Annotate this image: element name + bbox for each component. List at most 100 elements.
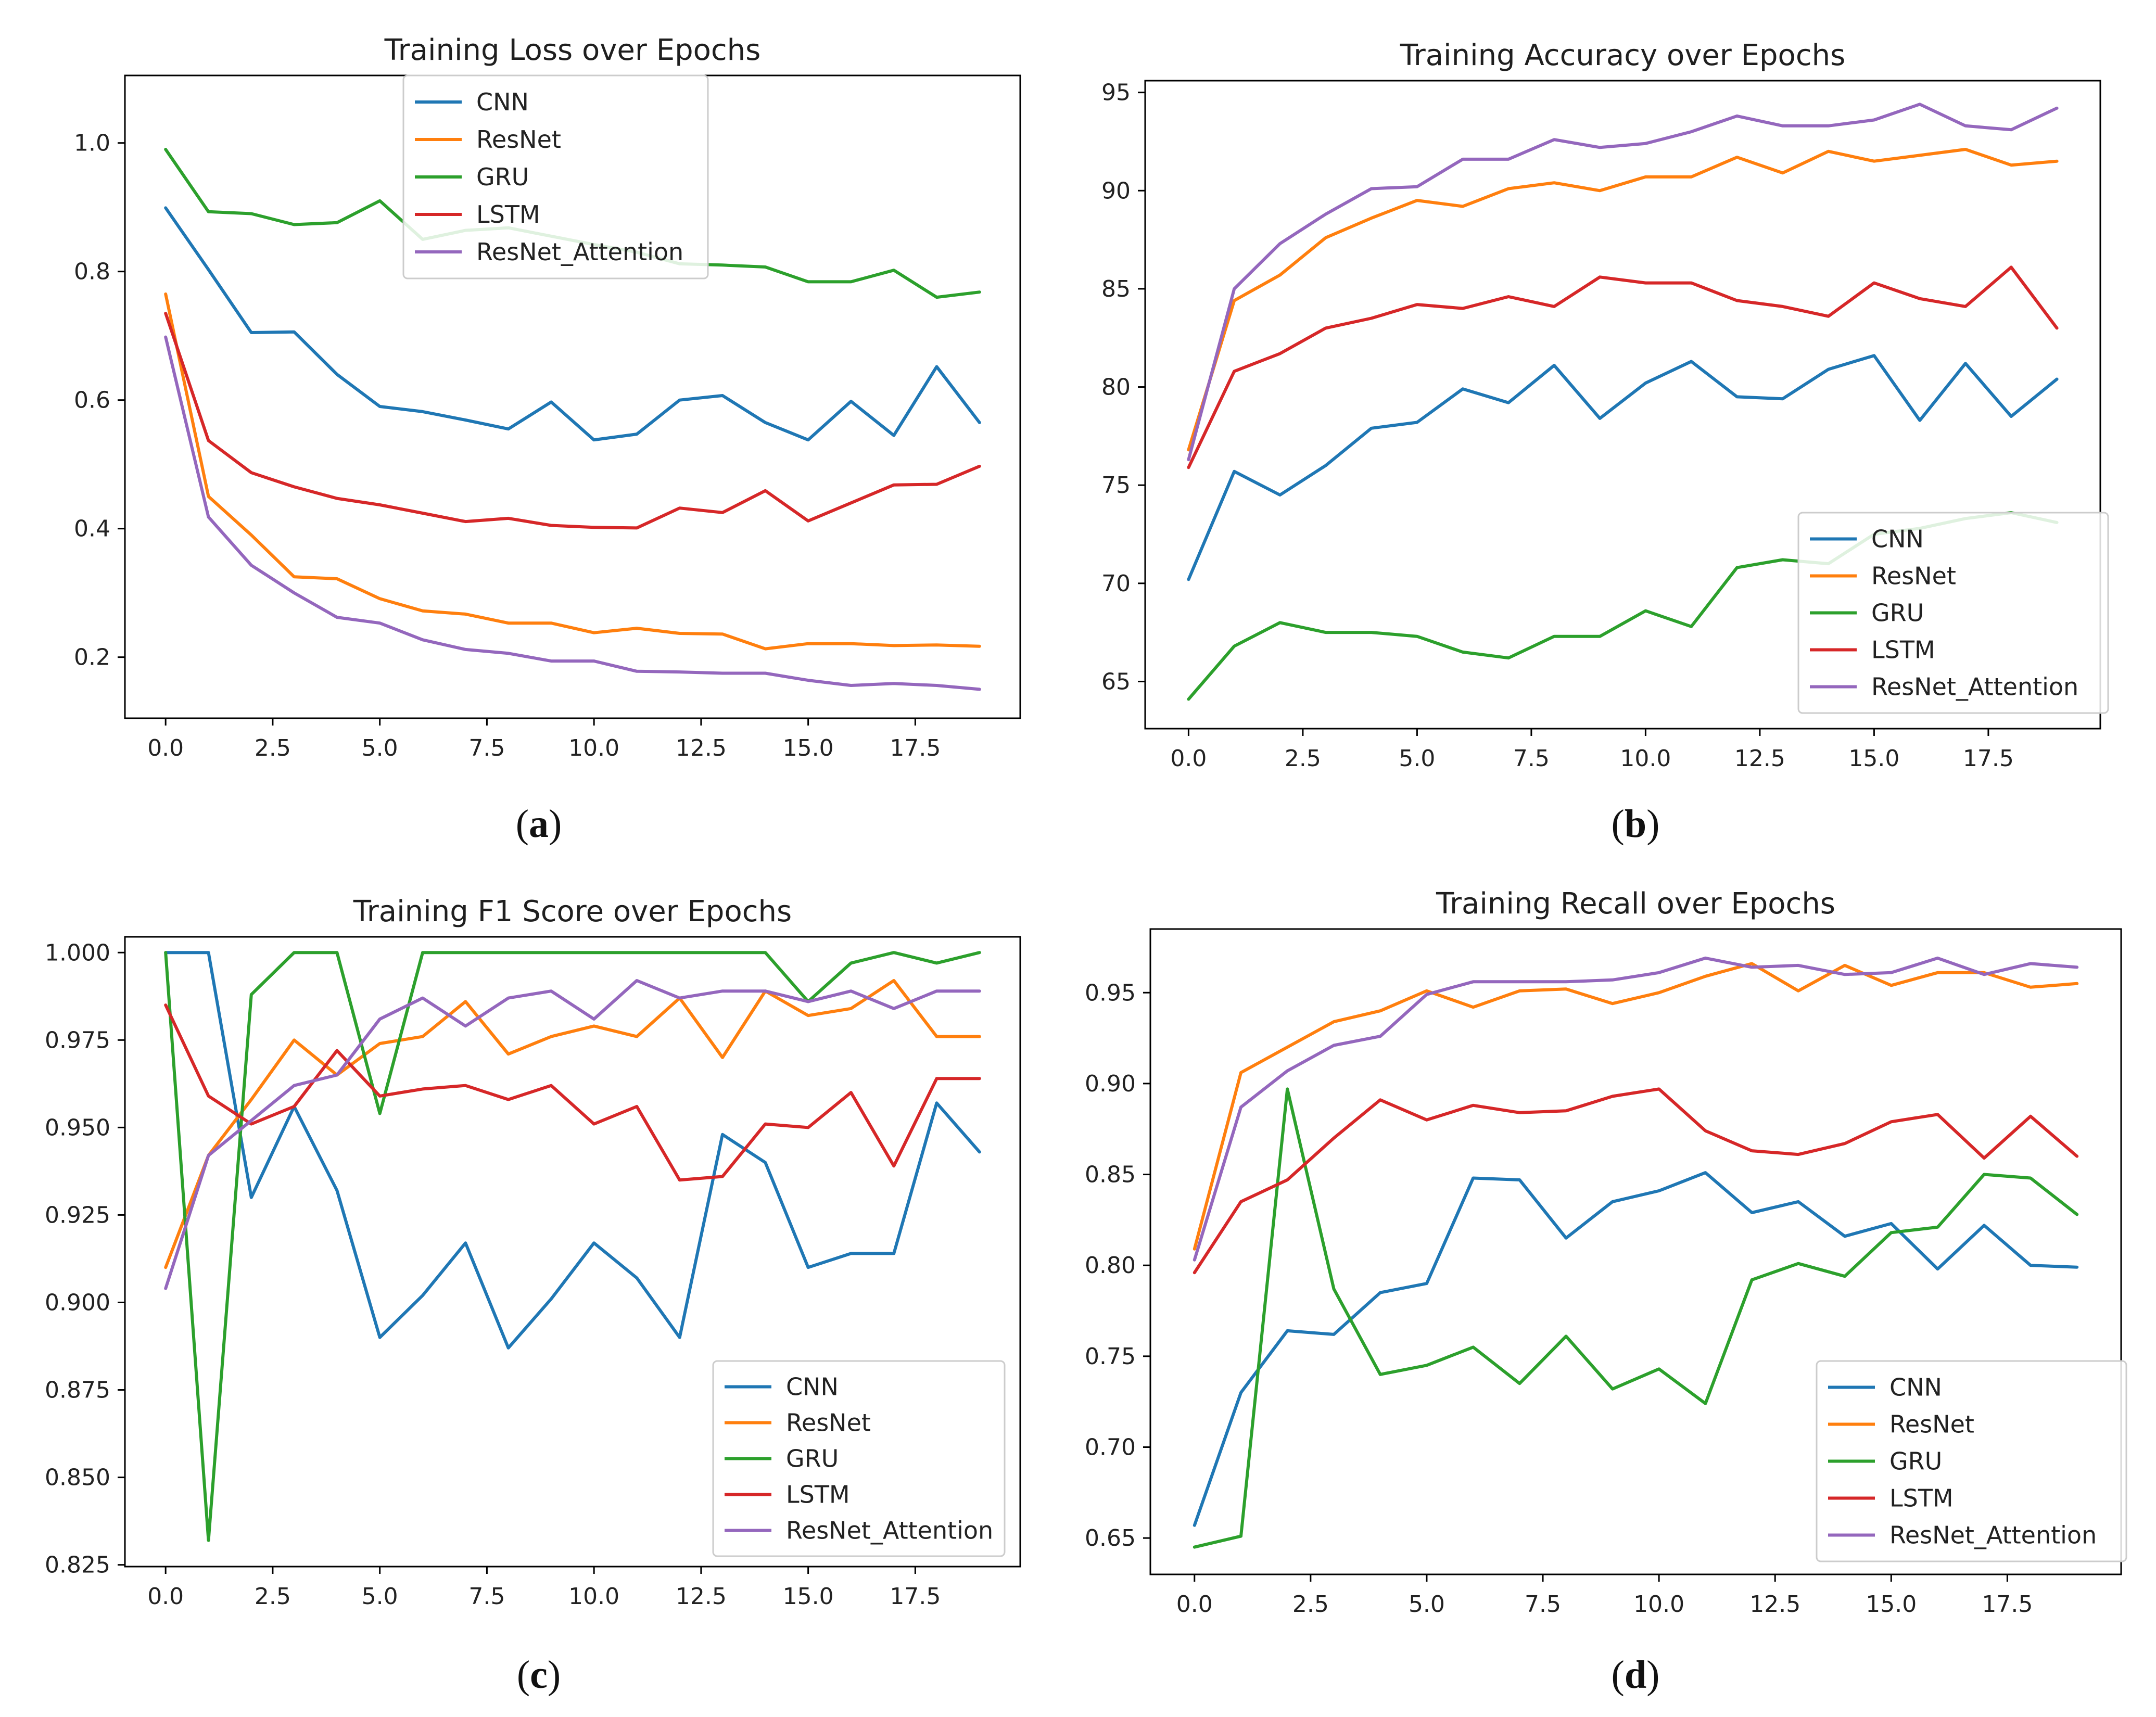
- chart-d-y-tick-label: 0.95: [1085, 980, 1136, 1006]
- chart-a-series-line-lstm: [164, 312, 981, 530]
- chart-d-series-line-cnn: [1193, 1171, 2079, 1527]
- caption-b: (b): [1611, 802, 1660, 846]
- chart-a-x-tick-label: 5.0: [362, 735, 398, 761]
- chart-a-x-tick-label: 12.5: [676, 735, 727, 761]
- chart-c-title: Training F1 Score over Epochs: [353, 895, 792, 929]
- chart-a-x-tick-label: 10.0: [568, 735, 619, 761]
- chart-d-x-tick-label: 7.5: [1525, 1591, 1561, 1618]
- chart-b-legend-label: GRU: [1871, 599, 1924, 627]
- chart-d-y-tick-label: 0.80: [1085, 1252, 1136, 1279]
- chart-c-legend-label: ResNet_Attention: [786, 1517, 993, 1545]
- chart-a-series-line-resnet: [164, 292, 981, 651]
- chart-c-legend-label: CNN: [786, 1373, 839, 1401]
- chart-b-x-tick-label: 7.5: [1513, 745, 1550, 772]
- chart-a-x-tick-label: 0.0: [147, 735, 184, 761]
- chart-b-series-line-resnet: [1187, 148, 2059, 452]
- chart-a-legend-label: ResNet: [476, 125, 561, 154]
- chart-d-legend-label: ResNet: [1889, 1410, 1974, 1439]
- chart-a-y-tick-label: 0.2: [74, 644, 110, 671]
- chart-b-y-tick-label: 95: [1101, 80, 1131, 106]
- chart-b-y-tick-label: 65: [1101, 668, 1131, 695]
- chart-panel-d: Training Recall over Epochs 0.0 2.5 5.0 7.5 1…: [1078, 859, 2156, 1717]
- chart-c-x-tick-label: 17.5: [890, 1583, 941, 1610]
- chart-b-x-tick-label: 17.5: [1963, 745, 2014, 772]
- chart-b-svg: Training Accuracy over Epochs 0.0 2.5 5.0 7.…: [1101, 39, 2109, 772]
- chart-d-y-tick-label: 0.75: [1085, 1343, 1136, 1370]
- chart-a-x-tick-label: 17.5: [890, 735, 941, 761]
- chart-c-x-tick-label: 2.5: [255, 1583, 291, 1610]
- caption-a: (a): [515, 802, 562, 846]
- chart-c-y-tick-label: 0.825: [45, 1552, 110, 1579]
- chart-c-series-line-cnn: [164, 951, 981, 1350]
- chart-d-x-tick-label: 10.0: [1633, 1591, 1684, 1618]
- chart-a-legend: [402, 74, 709, 279]
- chart-b-series-line-cnn: [1187, 354, 2059, 581]
- chart-d-legend: [1816, 1360, 2127, 1562]
- chart-c-x-tick-label: 15.0: [783, 1583, 834, 1610]
- chart-c-y-tick-label: 0.925: [45, 1202, 110, 1228]
- chart-panel-c: Training F1 Score over Epochs 0.0 2.5 5.0 7.…: [0, 859, 1078, 1717]
- chart-c-svg: Training F1 Score over Epochs 0.0 2.5 5.0 7.…: [45, 895, 1021, 1610]
- chart-c-legend-label: LSTM: [786, 1481, 850, 1509]
- chart-panel-a: Training Loss over Epochs 0.0 2.5 5.0 7.5 10.…: [0, 0, 1078, 804]
- chart-b-y-tick-label: 70: [1101, 570, 1131, 597]
- chart-b-y-tick-label: 90: [1101, 177, 1131, 204]
- chart-d-x-tick-label: 17.5: [1982, 1591, 2033, 1618]
- chart-a-y-tick-label: 1.0: [74, 130, 110, 157]
- chart-b-series-line-resnet-attention: [1187, 103, 2059, 462]
- chart-c-x-tick-label: 5.0: [362, 1583, 398, 1610]
- chart-d-x-tick-label: 0.0: [1176, 1591, 1213, 1618]
- chart-a-x-tick-label: 2.5: [255, 735, 291, 761]
- chart-d-x-tick-label: 12.5: [1749, 1591, 1800, 1618]
- chart-c-y-tick-label: 0.975: [45, 1027, 110, 1053]
- chart-d-series-line-resnet: [1193, 962, 2079, 1251]
- chart-b-x-tick-label: 15.0: [1848, 745, 1899, 772]
- chart-a-series-line-resnet-attention: [164, 335, 981, 691]
- chart-d-series-line-lstm: [1193, 1087, 2079, 1275]
- chart-panel-b: Training Accuracy over Epochs 0.0 2.5 5.0 7.…: [1078, 0, 2156, 804]
- chart-d-legend-label: LSTM: [1889, 1484, 1954, 1512]
- chart-d-y-tick-label: 0.65: [1085, 1525, 1136, 1551]
- chart-d-y-tick-label: 0.85: [1085, 1162, 1136, 1188]
- chart-b-y-tick-label: 85: [1101, 276, 1131, 302]
- chart-b-legend: [1797, 512, 2109, 714]
- chart-c-series-line-resnet: [164, 979, 981, 1269]
- chart-a-x-tick-label: 15.0: [783, 735, 834, 761]
- chart-c-series-line-gru: [164, 951, 981, 1542]
- chart-b-axes-frame: [1144, 80, 2101, 730]
- chart-d-axes-frame: [1149, 928, 2122, 1575]
- chart-c-y-tick-label: 1.000: [45, 939, 110, 966]
- chart-d-x-tick-label: 5.0: [1409, 1591, 1445, 1618]
- chart-d-legend-label: CNN: [1889, 1373, 1942, 1402]
- chart-a-legend-label: GRU: [476, 163, 529, 191]
- chart-a-legend-label: CNN: [476, 88, 529, 116]
- chart-c-y-tick-label: 0.950: [45, 1114, 110, 1141]
- caption-d: (d): [1611, 1653, 1660, 1697]
- chart-c-series-line-lstm: [164, 1003, 981, 1182]
- chart-b-x-tick-label: 2.5: [1285, 745, 1321, 772]
- chart-a-title: Training Loss over Epochs: [384, 33, 761, 67]
- chart-c-y-tick-label: 0.850: [45, 1465, 110, 1491]
- chart-c-series-line-resnet-attention: [164, 979, 981, 1290]
- chart-b-legend-label: ResNet: [1871, 562, 1956, 590]
- chart-a-series-line-cnn: [164, 206, 981, 442]
- chart-c-x-tick-label: 12.5: [676, 1583, 727, 1610]
- chart-b-y-tick-label: 75: [1101, 472, 1131, 499]
- chart-d-x-tick-label: 15.0: [1866, 1591, 1917, 1618]
- chart-b-title: Training Accuracy over Epochs: [1400, 39, 1846, 72]
- chart-c-y-tick-label: 0.875: [45, 1377, 110, 1404]
- chart-c-legend-label: GRU: [786, 1445, 839, 1473]
- chart-b-x-tick-label: 0.0: [1170, 745, 1207, 772]
- chart-c-legend: [712, 1360, 1006, 1557]
- chart-c-x-tick-label: 10.0: [568, 1583, 619, 1610]
- chart-d-series-line-resnet-attention: [1193, 956, 2079, 1262]
- chart-d-y-tick-label: 0.90: [1085, 1071, 1136, 1097]
- chart-d-svg: Training Recall over Epochs 0.0 2.5 5.0 7.5 1…: [1085, 887, 2127, 1618]
- chart-b-x-tick-label: 5.0: [1399, 745, 1435, 772]
- chart-a-legend-label: LSTM: [476, 200, 540, 228]
- chart-c-axes-frame: [124, 936, 1021, 1568]
- chart-b-series-line-lstm: [1187, 265, 2059, 469]
- chart-a-y-tick-label: 0.6: [74, 387, 110, 414]
- chart-d-legend-label: ResNet_Attention: [1889, 1521, 2097, 1549]
- chart-a-legend-label: ResNet_Attention: [476, 238, 683, 266]
